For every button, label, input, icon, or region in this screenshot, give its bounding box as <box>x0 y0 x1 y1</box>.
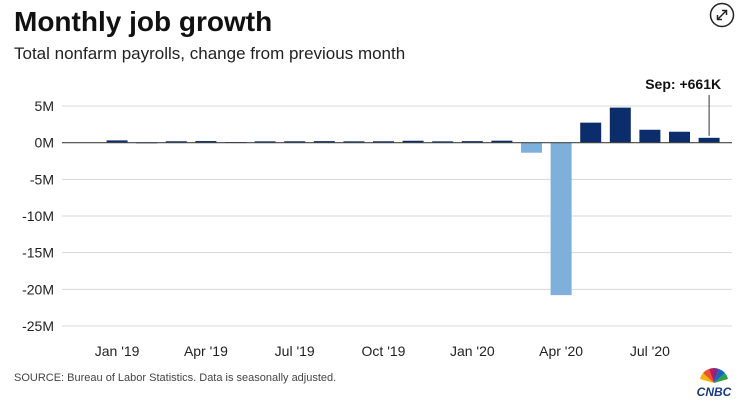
x-tick-label: Oct '19 <box>362 343 406 359</box>
annotation-label: Sep: +661K <box>645 76 721 92</box>
logo-text: CNBC <box>696 385 732 399</box>
bar <box>550 142 572 296</box>
bar <box>165 141 187 143</box>
bar <box>373 141 394 143</box>
bar <box>284 141 306 143</box>
chart-subtitle: Total nonfarm payrolls, change from prev… <box>14 44 406 63</box>
y-tick-label: -15M <box>22 245 54 261</box>
x-tick-label: Jul '20 <box>630 343 670 359</box>
annotation: Sep: +661K <box>645 76 721 136</box>
bar <box>461 141 483 143</box>
y-tick-label: 0M <box>35 135 54 151</box>
y-tick-label: 5M <box>35 98 54 114</box>
y-tick-label: -5M <box>30 171 54 187</box>
bar <box>669 131 690 143</box>
bars <box>106 107 720 296</box>
x-tick-label: Jul '19 <box>275 343 315 359</box>
y-axis-labels: 5M 0M -5M -10M -15M -20M -25M <box>22 98 54 334</box>
bar <box>343 141 365 143</box>
bar <box>521 142 542 153</box>
gridlines <box>62 105 732 327</box>
chart-title: Monthly job growth <box>14 6 273 37</box>
cnbc-logo: CNBC <box>689 355 739 399</box>
bar-chart: 5M 0M -5M -10M -15M -20M -25M Jan '19 Apr '19 Ju… <box>22 76 732 359</box>
bar <box>195 141 217 143</box>
bar <box>698 137 720 143</box>
bar <box>402 140 424 143</box>
bar <box>491 140 513 143</box>
expand-icon[interactable] <box>707 0 737 30</box>
bar <box>106 140 128 143</box>
bar <box>639 129 661 143</box>
x-tick-label: Apr '19 <box>184 343 228 359</box>
x-tick-label: Jan '19 <box>95 343 140 359</box>
bar <box>313 141 335 143</box>
x-axis-labels: Jan '19 Apr '19 Jul '19 Oct '19 Jan '20 Apr '… <box>95 343 670 359</box>
bar <box>609 107 631 143</box>
bar <box>432 141 454 143</box>
y-tick-label: -20M <box>22 281 54 297</box>
x-tick-label: Apr '20 <box>539 343 583 359</box>
bar <box>254 141 276 143</box>
y-tick-label: -10M <box>22 208 54 224</box>
x-tick-label: Jan '20 <box>450 343 495 359</box>
bar <box>580 122 602 143</box>
source-note: SOURCE: Bureau of Labor Statistics. Data… <box>14 372 337 384</box>
y-tick-label: -25M <box>22 318 54 334</box>
